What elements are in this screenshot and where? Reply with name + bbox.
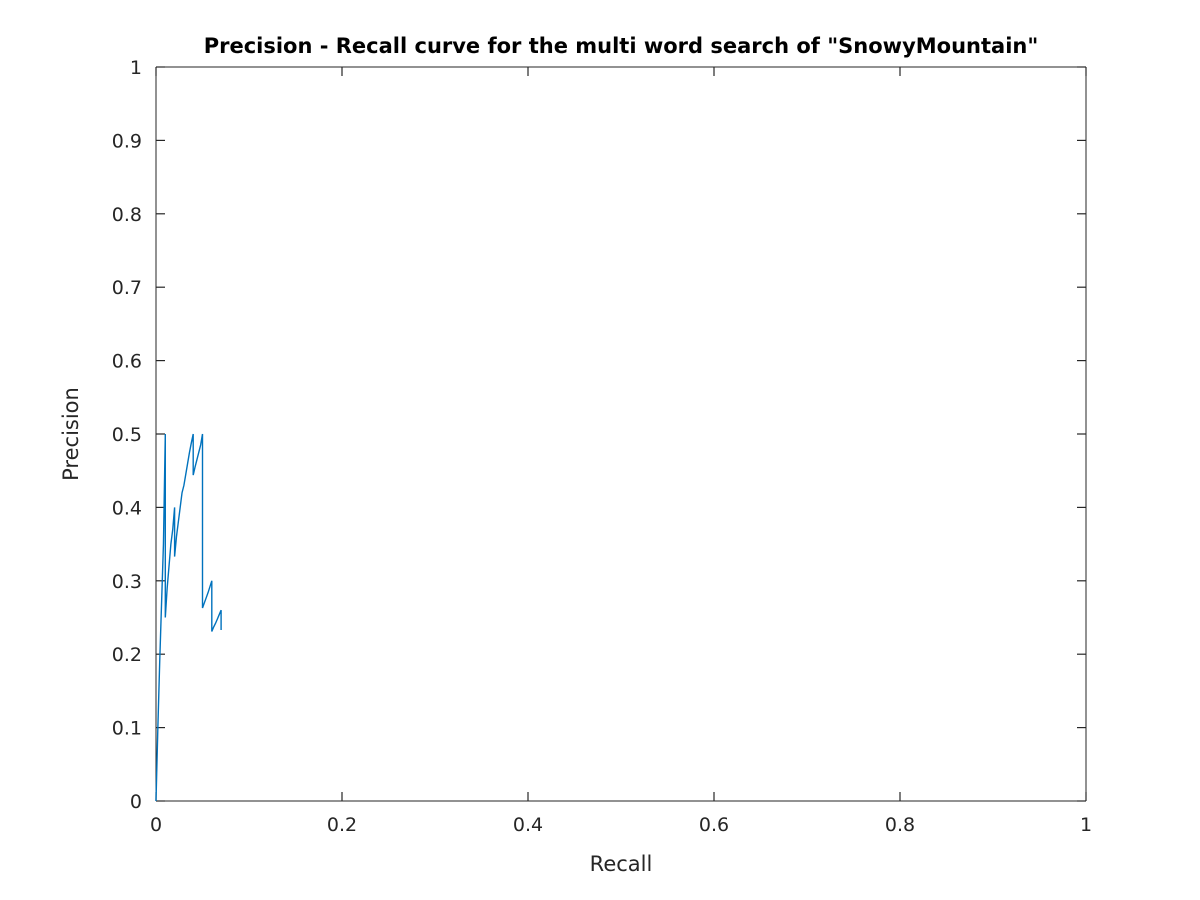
y-tick-label: 0.4 [112,497,142,519]
x-tick-label: 1 [1080,814,1092,836]
x-tick-label: 0.6 [699,814,729,836]
x-tick-label: 0.8 [885,814,915,836]
y-tick-label: 0.8 [112,204,142,226]
y-tick-label: 0.2 [112,644,142,666]
y-tick-label: 0 [130,791,142,813]
x-axis-label: Recall [590,852,653,876]
y-axis-label: Precision [59,387,83,481]
y-tick-label: 0.1 [112,718,142,740]
plot-area [155,433,222,802]
y-tick-label: 1 [130,57,142,79]
axes [155,66,1087,802]
x-tick-label: 0 [150,814,162,836]
chart-title: Precision - Recall curve for the multi w… [204,34,1039,58]
precision-recall-line [155,433,222,802]
y-tick-label: 0.3 [112,571,142,593]
y-tick-label: 0.6 [112,351,142,373]
y-tick-label: 0.5 [112,424,142,446]
ticks: 0 0.2 0.4 0.6 0.8 1 0 0.1 0.2 0.3 0.4 0.5 0.6 0.7 0.8 0… [112,57,1092,836]
y-tick-label: 0.9 [112,130,142,152]
x-tick-label: 0.2 [327,814,357,836]
x-tick-label: 0.4 [513,814,543,836]
y-tick-label: 0.7 [112,277,142,299]
